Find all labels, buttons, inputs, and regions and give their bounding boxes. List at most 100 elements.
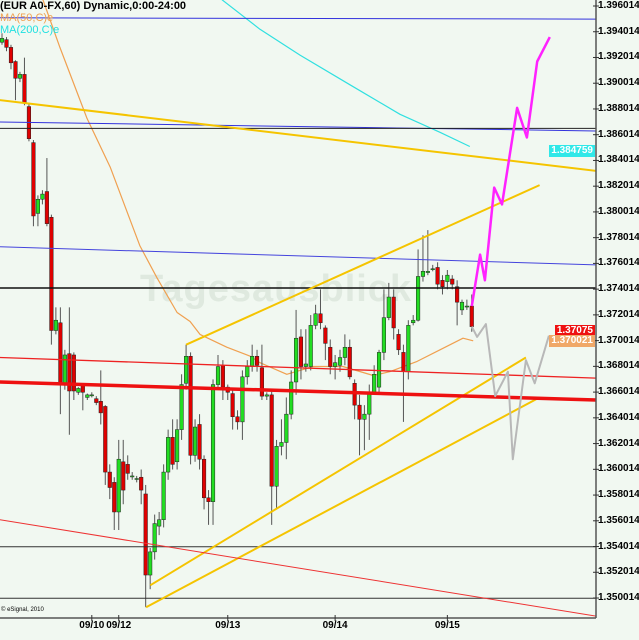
- candle-body-down: [396, 334, 401, 351]
- candle-body-up: [464, 305, 469, 308]
- candle-body-up: [35, 198, 40, 214]
- candle: [450, 275, 455, 290]
- y-tick-label: 1.396014: [598, 0, 639, 11]
- y-tick-label: 1.362014: [598, 437, 639, 449]
- candle: [188, 352, 193, 465]
- candle: [170, 419, 175, 470]
- candle-body-down: [188, 355, 193, 456]
- candle: [193, 419, 198, 462]
- candle: [381, 289, 386, 361]
- y-tick-label: 1.374014: [598, 283, 639, 295]
- y-tick-label: 1.350014: [598, 592, 639, 604]
- candle: [337, 349, 343, 372]
- candle: [143, 484, 148, 608]
- trend-line: [0, 99, 596, 172]
- candle-body-down: [318, 313, 323, 324]
- x-tick-label: 09/14: [322, 620, 348, 631]
- candle: [284, 397, 289, 460]
- candle: [440, 275, 445, 295]
- candle: [206, 490, 211, 525]
- candle-body-up: [376, 352, 382, 388]
- candle: [362, 405, 367, 451]
- y-tick-label: 1.364014: [598, 411, 639, 423]
- candle-body-up: [386, 296, 391, 318]
- x-tick-label: 09/13: [215, 620, 241, 631]
- candle: [406, 320, 411, 380]
- candle: [347, 339, 352, 380]
- candle: [8, 44, 14, 70]
- candle-body-up: [179, 384, 184, 430]
- candle: [22, 57, 27, 106]
- candle: [401, 344, 406, 422]
- candle-body-up: [308, 325, 313, 367]
- candle-body-up: [240, 376, 245, 423]
- candle-body-up: [193, 426, 198, 456]
- candle-body-up: [130, 475, 135, 478]
- candle-body-down: [298, 336, 304, 367]
- candle-body-down: [4, 39, 9, 48]
- candle: [459, 299, 465, 316]
- x-tick-label: 09/15: [434, 620, 460, 631]
- y-tick-label: 1.390014: [598, 77, 639, 89]
- trend-line: [0, 380, 596, 402]
- legend-ma50: MA(50,C)e: [0, 12, 54, 24]
- candle: [58, 307, 63, 415]
- candle-body-up: [184, 355, 189, 384]
- candle: [125, 455, 130, 480]
- candle: [116, 439, 121, 530]
- candle: [215, 354, 221, 390]
- y-tick-label: 1.360014: [598, 463, 639, 475]
- candle: [230, 389, 235, 430]
- candle-body-down: [357, 404, 362, 420]
- candle: [264, 392, 269, 401]
- candle-body-up: [294, 337, 299, 383]
- candle: [430, 264, 435, 272]
- y-tick-label: 1.386014: [598, 128, 639, 140]
- x-tick-label: 09/10: [79, 620, 105, 631]
- candle: [13, 60, 18, 101]
- candle: [269, 389, 274, 525]
- candle: [157, 511, 162, 536]
- candle-body-down: [235, 416, 240, 423]
- candle: [103, 405, 108, 485]
- candle-body-down: [125, 464, 130, 474]
- candle: [333, 354, 338, 380]
- chart-title: (EUR A0-FX,60) Dynamic,0:00-24:00: [0, 0, 187, 12]
- candle: [303, 329, 308, 372]
- candle: [396, 329, 401, 355]
- candle-body-up: [89, 394, 94, 397]
- candle: [152, 514, 157, 560]
- candle: [148, 548, 153, 590]
- candle-body-up: [148, 551, 153, 576]
- candle: [202, 455, 207, 510]
- candle: [455, 280, 460, 326]
- candle: [357, 394, 362, 456]
- candle: [175, 419, 180, 470]
- candle-body-down: [259, 367, 264, 397]
- candle: [298, 329, 304, 380]
- candle-body-down: [107, 471, 112, 488]
- candle-body-up: [264, 394, 269, 397]
- candle: [17, 71, 23, 83]
- candle-body-down: [44, 191, 49, 224]
- ma200-line: [221, 0, 471, 148]
- candle: [35, 195, 40, 227]
- candle: [67, 307, 72, 435]
- y-tick-label: 1.366014: [598, 386, 639, 398]
- candle: [89, 392, 94, 398]
- y-tick-label: 1.356014: [598, 514, 639, 526]
- candle: [342, 334, 347, 366]
- candle-body-down: [112, 482, 117, 513]
- candle-body-down: [269, 394, 274, 487]
- candle-body-up: [166, 437, 171, 473]
- price-tag: 1.384759: [549, 144, 595, 157]
- candle-body-up: [416, 276, 421, 321]
- candle-body-down: [143, 493, 148, 576]
- y-tick-label: 1.392014: [598, 51, 639, 63]
- candle-body-up: [289, 381, 294, 415]
- y-tick-label: 1.358014: [598, 489, 639, 501]
- candle: [235, 410, 240, 430]
- candle-body-down: [22, 74, 27, 103]
- trend-line: [0, 519, 596, 617]
